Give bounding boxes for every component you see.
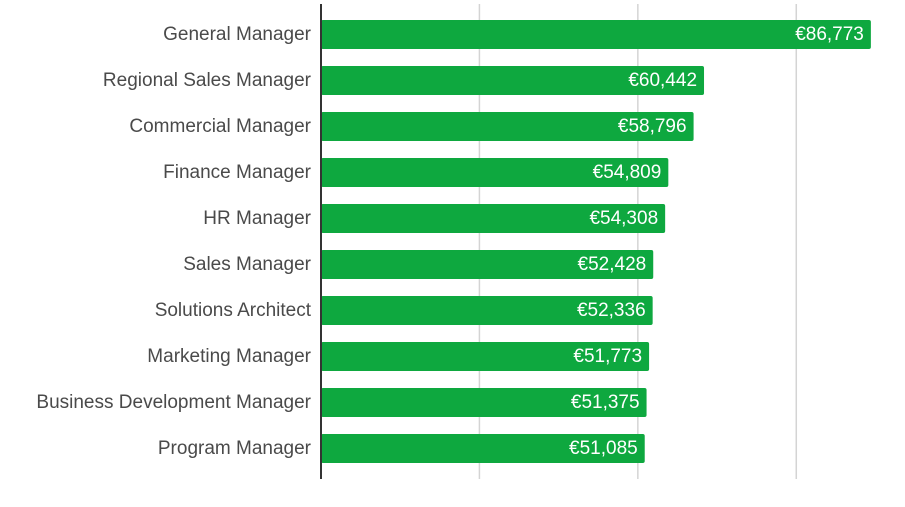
value-label: €51,773: [573, 346, 642, 367]
category-label: Business Development Manager: [36, 392, 311, 413]
category-label: Sales Manager: [183, 254, 311, 275]
bar: [321, 204, 666, 233]
value-labels: €86,773 €60,442 €58,796 €54,809 €54,308 €52,4…: [569, 24, 864, 459]
bar: [321, 20, 871, 49]
category-label: Program Manager: [158, 438, 312, 459]
category-label: Finance Manager: [163, 162, 312, 183]
bar: [321, 158, 669, 187]
bar: [321, 250, 654, 279]
bar: [321, 112, 694, 141]
value-label: €54,809: [593, 162, 662, 183]
category-label: General Manager: [163, 24, 312, 45]
bar: [321, 434, 645, 463]
category-label: Regional Sales Manager: [103, 70, 312, 91]
value-label: €86,773: [795, 24, 864, 45]
category-labels: General Manager Regional Sales Manager Com…: [36, 24, 311, 459]
value-label: €58,796: [618, 116, 687, 137]
bars: [321, 20, 871, 463]
category-label: Marketing Manager: [147, 346, 311, 367]
category-label: Commercial Manager: [129, 116, 311, 137]
bar: [321, 342, 650, 371]
category-label: HR Manager: [203, 208, 311, 229]
bar: [321, 66, 705, 95]
value-label: €51,375: [571, 392, 640, 413]
category-label: Solutions Architect: [155, 300, 312, 321]
value-label: €52,428: [578, 254, 647, 275]
value-label: €54,308: [589, 208, 658, 229]
value-label: €52,336: [577, 300, 646, 321]
value-label: €60,442: [628, 70, 697, 91]
value-label: €51,085: [569, 438, 638, 459]
bar: [321, 296, 653, 325]
bar: [321, 388, 647, 417]
